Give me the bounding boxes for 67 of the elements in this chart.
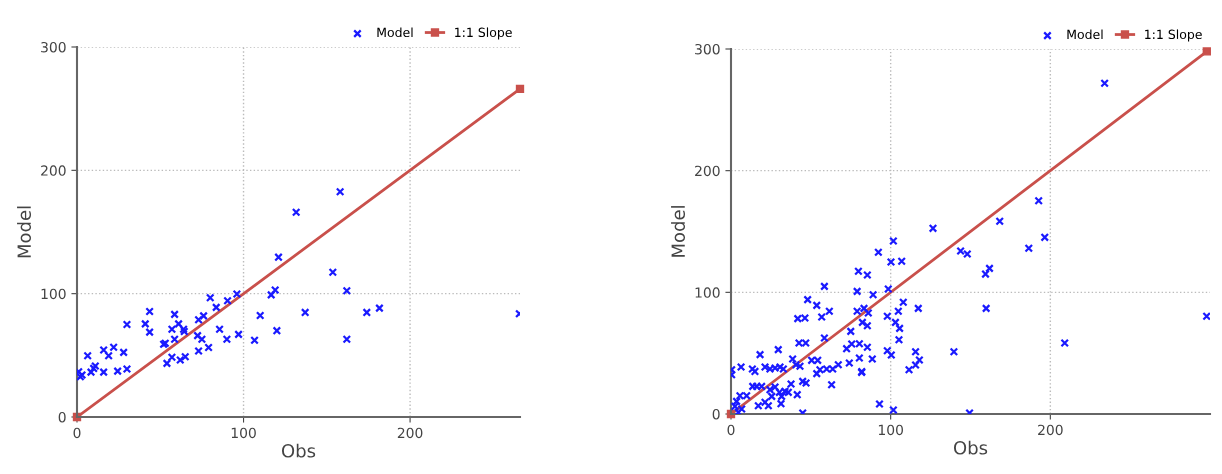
point (199, 311, 208, 321)
point (179, 324, 188, 334)
point (342, 286, 352, 296)
point (109, 342, 119, 352)
point (250, 335, 259, 345)
y-tick-label: 200 (41, 165, 66, 176)
point (362, 308, 372, 317)
point (194, 346, 203, 356)
point (234, 330, 243, 339)
point (232, 289, 242, 299)
point (170, 310, 179, 319)
point (104, 351, 114, 361)
point (140, 319, 150, 329)
point (335, 187, 345, 197)
y-tick-label: 300 (695, 43, 720, 55)
point (119, 348, 128, 357)
point (255, 311, 265, 320)
y-tick-label: 0 (712, 408, 720, 420)
x-tick-label: 0 (727, 424, 735, 436)
point (291, 207, 301, 217)
point (83, 351, 93, 361)
point (266, 290, 276, 300)
point (174, 319, 183, 329)
x-tick-label: 200 (397, 427, 423, 439)
x-tick-label: 200 (1038, 424, 1063, 436)
point (223, 296, 232, 306)
y-axis-title: Model (671, 206, 686, 257)
point (222, 334, 232, 344)
point (122, 320, 132, 329)
point (197, 334, 207, 344)
point (145, 307, 154, 316)
legend-label: 1:1 Slope (1145, 29, 1202, 42)
point (328, 267, 338, 277)
point (99, 345, 109, 355)
x-axis-title: Obs (281, 443, 316, 458)
y-tick-label: 200 (695, 165, 720, 177)
point (205, 293, 215, 303)
y-tick-label: 100 (695, 287, 720, 298)
point (99, 367, 109, 377)
point (179, 327, 189, 336)
point (170, 334, 179, 344)
legend-label: Model (377, 27, 413, 38)
point (270, 285, 280, 295)
point (204, 343, 213, 352)
point (211, 302, 221, 312)
point (274, 252, 283, 262)
point (375, 303, 384, 313)
point (167, 324, 177, 334)
x-tick-label: 0 (73, 427, 81, 439)
point (300, 308, 310, 317)
y-tick-label: 300 (41, 41, 66, 53)
legend-label: 1:1 Slope (455, 27, 512, 40)
point (145, 327, 154, 337)
point (194, 315, 203, 325)
x-tick-label: 100 (231, 427, 256, 439)
point (193, 331, 202, 340)
y-tick-label: 0 (58, 411, 66, 423)
x-tick-label: 100 (878, 424, 903, 436)
point (162, 358, 172, 368)
point (272, 326, 282, 336)
point (515, 84, 525, 94)
point (342, 334, 352, 344)
y-tick-label: 100 (41, 288, 66, 300)
legend-label: Model (1067, 29, 1103, 40)
point (215, 324, 224, 334)
y-axis-title: Model (17, 206, 32, 258)
x-axis-title: Obs (953, 440, 988, 455)
